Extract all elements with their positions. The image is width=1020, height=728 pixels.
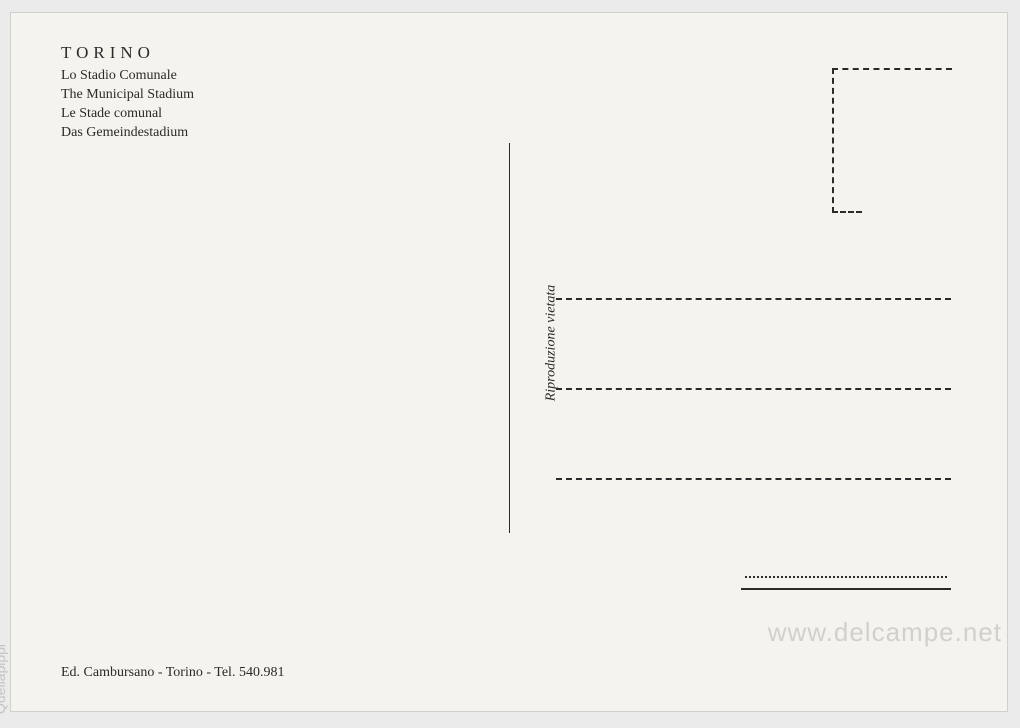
stamp-edge-left	[832, 68, 834, 213]
underline-dotted	[745, 576, 947, 578]
watermark-seller: Quellapippi	[0, 644, 8, 714]
city-title: TORINO	[61, 43, 194, 63]
subtitle-de: Das Gemeindestadium	[61, 124, 194, 143]
subtitle-it: Lo Stadio Comunale	[61, 67, 194, 86]
center-divider	[509, 143, 510, 533]
watermark-site: www.delcampe.net	[768, 617, 1002, 648]
address-line-2	[556, 388, 951, 390]
postcard-back: TORINO Lo Stadio Comunale The Municipal …	[10, 12, 1008, 712]
header-block: TORINO Lo Stadio Comunale The Municipal …	[61, 43, 194, 143]
stamp-box	[832, 68, 952, 213]
address-line-1	[556, 298, 951, 300]
publisher-credit: Ed. Cambursano - Torino - Tel. 540.981	[61, 665, 284, 681]
address-line-3	[556, 478, 951, 480]
subtitle-fr: Le Stade comunal	[61, 105, 194, 124]
subtitle-en: The Municipal Stadium	[61, 86, 194, 105]
stamp-edge-bottom	[832, 211, 862, 213]
stamp-edge-top	[832, 68, 952, 70]
underline-solid	[741, 588, 951, 590]
